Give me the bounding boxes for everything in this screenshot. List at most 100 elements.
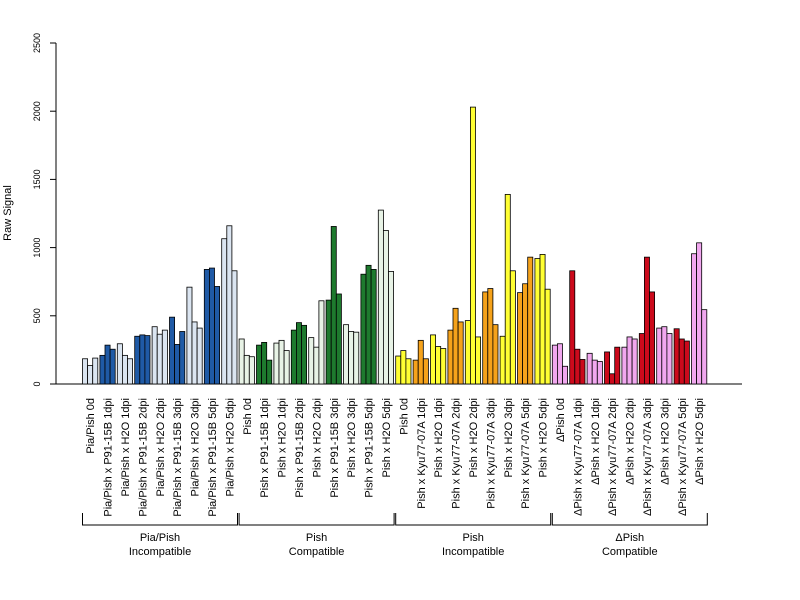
bar: [226, 225, 233, 385]
bar: [82, 358, 88, 385]
bar: [469, 106, 476, 385]
bar: [457, 321, 464, 385]
category-label: Pish x Kyu77-07A 2dpi: [451, 398, 463, 509]
bar: [109, 348, 116, 385]
bar: [417, 339, 424, 385]
category-label: ΔPish x H2O 1dpi: [590, 398, 602, 485]
bar: [325, 299, 332, 385]
category-label: Pish 0d: [242, 398, 254, 435]
category-label: ΔPish x Kyu77-07A 5dpi: [677, 398, 689, 516]
bar: [696, 242, 703, 385]
bar: [360, 273, 367, 385]
bar: [92, 357, 99, 385]
category-label: Pia/Pish x P91-15B 1dpi: [103, 398, 115, 517]
bar: [395, 355, 402, 385]
category-label: Pish x Kyu77-07A 5dpi: [520, 398, 532, 509]
bar: [517, 292, 523, 385]
bar: [579, 359, 586, 385]
bar: [614, 346, 621, 385]
category-label: ΔPish 0d: [555, 398, 567, 442]
bar: [278, 339, 285, 385]
bar: [499, 335, 506, 385]
bar: [596, 361, 603, 385]
category-label: Pish x Kyu77-07A 3dpi: [485, 398, 497, 509]
bar: [290, 329, 297, 385]
bar: [464, 320, 471, 385]
group-label-line2: Incompatible: [442, 546, 504, 558]
category-label: Pish x H2O 3dpi: [346, 398, 358, 477]
bar: [701, 309, 708, 385]
category-label: ΔPish x H2O 2dpi: [625, 398, 637, 485]
category-label: Pish x H2O 1dpi: [433, 398, 445, 477]
group-label-line2: Compatible: [289, 546, 345, 558]
bar: [365, 264, 372, 385]
category-label: Pia/Pish 0d: [85, 398, 97, 454]
group-bracket: [82, 513, 238, 526]
bar: [343, 324, 349, 385]
category-label: ΔPish x Kyu77-07A 3dpi: [642, 398, 654, 516]
bar: [661, 326, 668, 385]
bar: [139, 334, 146, 385]
y-tick-label: 2000: [32, 101, 42, 121]
bar: [621, 346, 628, 385]
bar: [353, 331, 360, 385]
category-label: Pish x H2O 1dpi: [277, 398, 289, 477]
bar: [557, 343, 563, 385]
bar: [586, 352, 593, 385]
category-label: ΔPish x H2O 3dpi: [659, 398, 671, 485]
bar: [99, 354, 106, 385]
bar: [348, 331, 355, 385]
bar: [214, 286, 220, 385]
category-label: ΔPish x Kyu77-07A 2dpi: [607, 398, 619, 516]
bar: [370, 269, 377, 385]
bar: [626, 336, 633, 385]
group-label-line1: Pish: [462, 532, 483, 544]
bar: [261, 341, 268, 385]
category-label: Pia/Pish x H2O 5dpi: [224, 398, 236, 496]
bar: [151, 326, 158, 385]
bar: [248, 356, 255, 385]
bar: [509, 270, 516, 385]
bar: [221, 238, 228, 385]
bar: [186, 286, 193, 385]
bar: [638, 333, 645, 385]
bar: [492, 324, 499, 385]
category-label: Pish x H2O 5dpi: [538, 398, 550, 477]
category-label: ΔPish x H2O 5dpi: [694, 398, 706, 485]
y-axis: 0 500 1000 1500 2000 2500: [32, 33, 57, 387]
y-tick-label: 1500: [32, 169, 42, 189]
bar: [335, 293, 342, 385]
bar: [452, 307, 459, 385]
bar: [283, 350, 290, 385]
bar: [179, 331, 186, 385]
group-label-line1: Pia/Pish: [140, 532, 180, 544]
bar: [534, 258, 541, 385]
bar: [196, 327, 203, 385]
bar: [574, 348, 581, 385]
bar: [666, 333, 673, 385]
bar: [174, 344, 181, 385]
bar: [156, 333, 163, 385]
category-label: Pia/Pish x P91-15B 2dpi: [137, 398, 149, 517]
bar: [440, 348, 447, 385]
bar: [487, 288, 494, 385]
group-label-line1: ΔPish: [615, 532, 644, 544]
category-label: Pish x P91-15B 2dpi: [294, 398, 306, 498]
category-label: Pia/Pish x P91-15B 5dpi: [207, 398, 219, 517]
category-label: Pish x H2O 5dpi: [381, 398, 393, 477]
category-label: Pia/Pish x H2O 3dpi: [190, 398, 202, 496]
group-label-line1: Pish: [306, 532, 327, 544]
bar: [673, 328, 680, 385]
bar: [231, 270, 238, 385]
category-label: Pish 0d: [398, 398, 410, 435]
bar: [609, 373, 616, 385]
bar: [539, 254, 546, 385]
bar: [388, 271, 394, 385]
bar: [104, 344, 111, 385]
bar: [318, 300, 325, 385]
bar: [203, 269, 210, 385]
bar: [87, 365, 94, 385]
bars: [82, 106, 708, 385]
bar: [127, 358, 133, 385]
